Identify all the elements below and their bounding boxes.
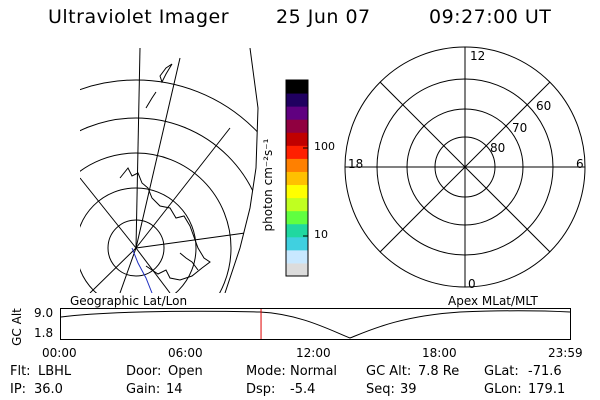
colorbar-band bbox=[286, 80, 308, 94]
mlt-label-0: 0 bbox=[468, 277, 476, 290]
colorbar-band bbox=[286, 158, 308, 172]
altitude-ymax: 9.0 bbox=[34, 306, 54, 320]
colorbar-band bbox=[286, 106, 308, 120]
colorbar-band bbox=[286, 197, 308, 212]
footer-dsp-key: Dsp: bbox=[246, 382, 276, 397]
footer-ip-key: IP: bbox=[10, 382, 27, 397]
footer-gcalt-value: 7.8 Re bbox=[418, 364, 460, 379]
altitude-plot bbox=[60, 308, 571, 340]
altitude-ylabel: GC Alt bbox=[10, 308, 24, 346]
colorbar-band bbox=[286, 262, 308, 277]
altitude-ymin: 1.8 bbox=[34, 326, 54, 340]
colorbar-band bbox=[286, 236, 308, 251]
geo-map-label: Geographic Lat/Lon bbox=[70, 294, 188, 308]
footer-door-value: Open bbox=[168, 364, 203, 379]
footer-gcalt-key: GC Alt: bbox=[366, 364, 412, 379]
footer-mode-value: Normal bbox=[290, 364, 338, 379]
date-label: 25 Jun 07 bbox=[276, 6, 371, 28]
x-tick-1200: 12:00 bbox=[296, 346, 331, 360]
colorbar-band bbox=[286, 171, 308, 186]
footer-flt-value: LBHL bbox=[38, 364, 72, 379]
footer-door-key: Door: bbox=[126, 364, 162, 379]
footer-glon-key: GLon: bbox=[484, 382, 522, 397]
footer-flt-key: Flt: bbox=[10, 364, 31, 379]
footer-dsp-value: -5.4 bbox=[290, 382, 316, 397]
polar-plot-label: Apex MLat/MLT bbox=[448, 294, 538, 308]
lat-label-80: 80 bbox=[490, 141, 505, 155]
footer-gain-key: Gain: bbox=[126, 382, 161, 397]
colorbar-band bbox=[286, 119, 308, 133]
colorbar-band bbox=[286, 249, 308, 264]
colorbar-band bbox=[286, 210, 308, 225]
footer-mode-key: Mode: bbox=[246, 364, 286, 379]
colorbar bbox=[285, 79, 309, 277]
colorbar-tick-100: 100 bbox=[314, 140, 335, 153]
colorbar-tick-10: 10 bbox=[314, 228, 328, 241]
lat-label-60: 60 bbox=[536, 99, 551, 113]
footer-glat-key: GLat: bbox=[484, 364, 519, 379]
colorbar-frame bbox=[285, 79, 309, 277]
footer-glon-value: 179.1 bbox=[528, 382, 566, 397]
polar-plot: 12 18 6 0 60 70 80 bbox=[344, 46, 586, 290]
mlt-label-12: 12 bbox=[470, 49, 485, 63]
geographic-map bbox=[80, 48, 259, 293]
footer-gain-value: 14 bbox=[166, 382, 183, 397]
footer-glat-value: -71.6 bbox=[528, 364, 562, 379]
mlt-label-6: 6 bbox=[576, 157, 584, 171]
colorbar-band bbox=[286, 93, 308, 107]
x-tick-1800: 18:00 bbox=[422, 346, 457, 360]
colorbar-band bbox=[286, 223, 308, 238]
colorbar-band bbox=[286, 145, 308, 159]
lat-label-70: 70 bbox=[512, 121, 527, 135]
instrument-title: Ultraviolet Imager bbox=[48, 6, 230, 28]
time-label: 09:27:00 UT bbox=[429, 6, 552, 28]
colorbar-unit-label: photon cm⁻²s⁻¹ bbox=[261, 138, 275, 232]
x-tick-2359: 23:59 bbox=[548, 346, 583, 360]
colorbar-band bbox=[286, 132, 308, 146]
footer-seq-value: 39 bbox=[400, 382, 417, 397]
mlt-label-18: 18 bbox=[348, 157, 363, 171]
footer-seq-key: Seq: bbox=[366, 382, 395, 397]
footer-ip-value: 36.0 bbox=[34, 382, 63, 397]
colorbar-band bbox=[286, 184, 308, 199]
x-tick-0600: 06:00 bbox=[168, 346, 203, 360]
x-tick-0000: 00:00 bbox=[42, 346, 77, 360]
